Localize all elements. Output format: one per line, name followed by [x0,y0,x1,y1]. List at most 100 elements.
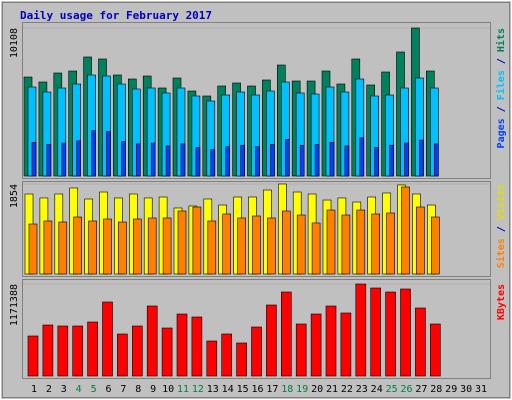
bar [210,149,216,177]
legend: Pages / Files / Hits [495,28,507,148]
bar [296,214,306,275]
bar [180,143,186,177]
x-tick-label: 9 [150,384,156,395]
bar [326,209,336,275]
bar [266,304,277,377]
bar [433,143,439,177]
bar [270,144,275,177]
bar [310,313,322,377]
bar [404,142,409,177]
bar [280,291,292,377]
bar [102,301,113,377]
x-tick-label: 27 [415,384,427,395]
x-tick-label: 2 [46,384,52,395]
bar [161,327,173,377]
bar [252,215,261,275]
bar [72,325,83,377]
bar [416,206,425,275]
legend: KBytes [496,284,507,320]
x-tick-label: 30 [460,384,472,395]
x-tick-label: 20 [311,384,323,395]
legend-entry: Sites [495,238,507,268]
bar [136,143,141,177]
x-tick-label: 7 [120,384,126,395]
bar [28,223,38,275]
x-tick-label: 18 [281,384,293,395]
bar [132,325,143,377]
x-tick-label: 14 [222,384,234,395]
bar [207,220,217,275]
x-tick-label: 16 [251,384,263,395]
legend-entry: Files [495,70,507,100]
legend-entry: KBytes [496,284,507,320]
bar [221,333,232,377]
bar [58,221,68,275]
bar [359,137,365,177]
x-tick-label: 17 [266,384,278,395]
bar [206,340,218,377]
bar [340,312,352,377]
bar [162,217,172,275]
x-tick-label: 29 [445,384,457,395]
bar [195,147,201,177]
bar [281,210,291,275]
bar [222,213,231,275]
bar [121,141,126,177]
x-tick-label: 12 [192,384,204,395]
bar [355,283,367,377]
x-tick-label: 26 [400,384,412,395]
y-tick-label: 10108 [9,28,20,58]
legend: Sites / Visits [495,184,507,268]
bar [106,131,111,177]
bar [57,325,69,377]
bar [76,140,81,177]
legend-entry: Visits [495,184,507,220]
bar [370,287,382,377]
bar [385,291,396,377]
bar [191,316,203,377]
bar [311,222,321,275]
bar [91,130,96,177]
bar [295,323,307,377]
x-tick-label: 15 [237,384,249,395]
x-tick-label: 19 [296,384,308,395]
bar [284,139,290,177]
bar [401,186,410,275]
legend-separator: / [496,52,507,70]
x-tick-label: 31 [475,384,487,395]
bar [341,214,351,275]
x-tick-label: 13 [207,384,219,395]
bar [43,220,53,275]
bar [46,144,52,177]
bar [117,333,128,377]
bar [177,210,187,275]
bar [325,305,337,377]
x-tick-label: 8 [135,384,141,395]
x-tick-label: 23 [356,384,368,395]
legend-separator: / [496,100,507,118]
bar [237,217,246,275]
legend-entry: Hits [495,28,507,52]
bar [87,321,98,377]
x-tick-label: 4 [76,384,82,395]
bar [430,216,440,275]
x-tick-label: 25 [386,384,398,395]
bar [344,145,350,177]
x-tick-label: 11 [177,384,189,395]
x-tick-label: 10 [162,384,174,395]
legend-entry: Pages [496,118,507,148]
x-tick-label: 28 [430,384,442,395]
bar [103,218,112,275]
bar [176,313,188,377]
y-tick-label: 1171388 [9,284,20,326]
bar [31,142,37,177]
bar [419,139,424,177]
bar [429,323,441,377]
bar [251,326,262,377]
bar [356,209,366,275]
bar [400,288,411,377]
bar [267,217,276,275]
bar [61,142,67,177]
